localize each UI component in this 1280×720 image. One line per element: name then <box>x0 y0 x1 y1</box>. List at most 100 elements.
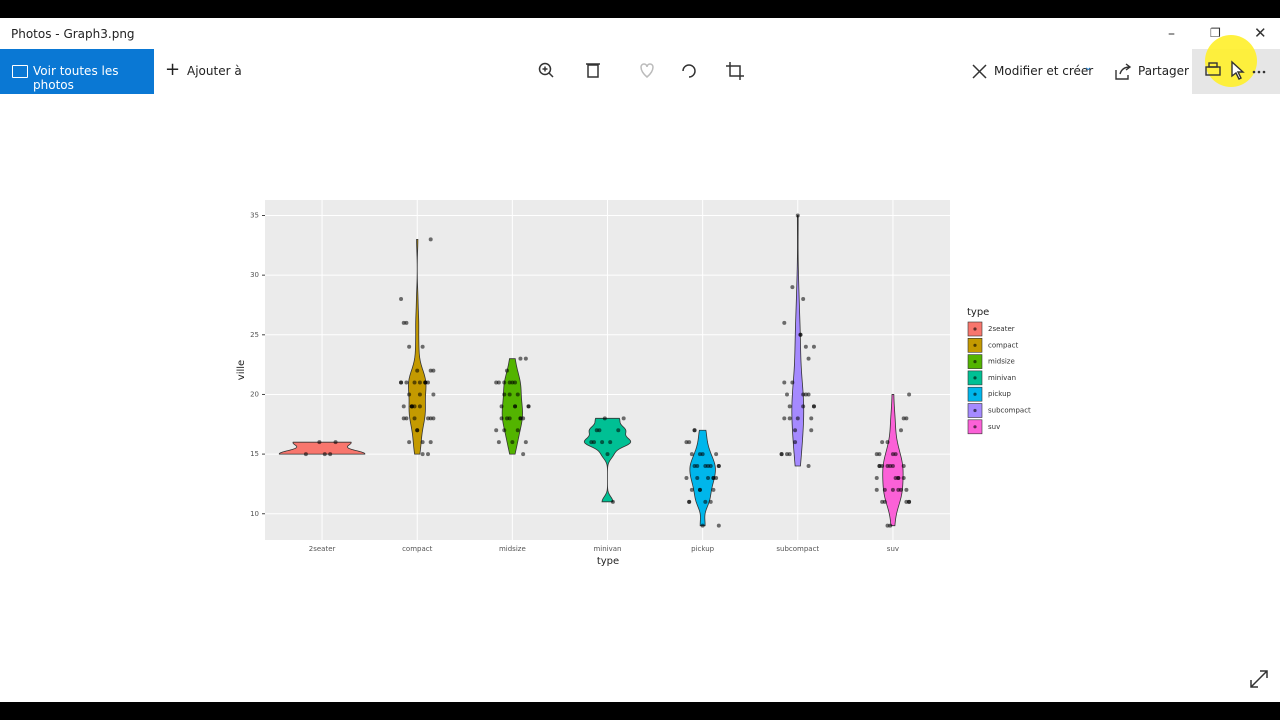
point <box>806 356 811 361</box>
legend-dot <box>973 360 977 364</box>
point <box>798 332 803 337</box>
photos-window: Photos - Graph3.png – ❐ ✕ Voir toutes le… <box>0 18 1280 702</box>
share-button[interactable]: Partager <box>1138 64 1189 78</box>
fullscreen-button[interactable] <box>1248 668 1270 690</box>
zoom-button[interactable] <box>538 62 554 78</box>
point <box>706 475 711 480</box>
legend-dot <box>973 343 977 347</box>
point <box>787 404 792 409</box>
point <box>502 380 507 385</box>
point <box>716 464 721 469</box>
point <box>328 452 333 457</box>
point <box>888 523 893 528</box>
x-tick-label: suv <box>887 545 899 553</box>
point <box>896 475 901 480</box>
delete-button[interactable] <box>586 63 600 78</box>
point <box>901 475 906 480</box>
point <box>415 368 420 373</box>
view-all-label: Voir toutes les photos <box>33 64 119 92</box>
window-title: Photos - Graph3.png <box>11 27 135 41</box>
point <box>801 392 806 397</box>
point <box>507 416 512 421</box>
y-axis-label: ville <box>236 360 247 380</box>
point <box>687 440 692 445</box>
x-tick-label: pickup <box>691 545 715 553</box>
point <box>521 452 526 457</box>
point <box>317 440 322 445</box>
plus-icon: + <box>165 59 181 80</box>
point <box>589 440 594 445</box>
photos-icon <box>12 65 28 78</box>
x-tick-label: minivan <box>593 545 621 553</box>
violin <box>882 394 904 527</box>
rotate-button[interactable] <box>682 64 696 78</box>
legend-dot <box>973 392 977 396</box>
legend-title: type <box>967 307 989 318</box>
point <box>907 499 912 504</box>
point <box>806 464 811 469</box>
point <box>700 523 705 528</box>
more-button[interactable] <box>1252 70 1266 74</box>
point <box>518 416 523 421</box>
point <box>526 404 531 409</box>
close-button[interactable]: ✕ <box>1254 24 1267 42</box>
favorite-button[interactable] <box>640 63 654 78</box>
view-all-button[interactable]: Voir toutes les photos <box>0 49 154 94</box>
point <box>714 452 719 457</box>
edit-create-button[interactable]: Modifier et créer <box>994 64 1094 78</box>
point <box>420 452 425 457</box>
point <box>322 452 327 457</box>
point <box>515 428 520 433</box>
share-icon <box>1115 63 1132 80</box>
point <box>782 380 787 385</box>
point <box>907 392 912 397</box>
legend-dot <box>973 408 977 413</box>
dropdown-arrow: ⌄ <box>1084 62 1093 73</box>
point <box>407 392 412 397</box>
y-tick-label: 20 <box>250 390 259 398</box>
point <box>874 475 879 480</box>
point <box>412 380 417 385</box>
point <box>795 416 800 421</box>
x-axis-label: type <box>597 556 619 567</box>
point <box>801 404 806 409</box>
y-tick-label: 35 <box>250 212 259 220</box>
minimize-button[interactable]: – <box>1168 26 1175 42</box>
point <box>594 428 599 433</box>
add-to-button[interactable]: Ajouter à <box>187 64 242 78</box>
y-tick-label: 30 <box>250 271 259 279</box>
point <box>507 380 512 385</box>
point <box>428 237 433 242</box>
y-tick-label: 25 <box>250 331 259 339</box>
point <box>431 416 436 421</box>
point <box>420 440 425 445</box>
point <box>790 380 795 385</box>
point <box>708 499 713 504</box>
restore-button[interactable]: ❐ <box>1210 26 1221 40</box>
point <box>890 452 895 457</box>
point <box>687 499 692 504</box>
point <box>404 416 409 421</box>
legend-label: midsize <box>988 358 1015 366</box>
point <box>782 320 787 325</box>
point <box>809 428 814 433</box>
x-tick-label: 2seater <box>309 545 336 553</box>
point <box>510 440 515 445</box>
point <box>811 344 816 349</box>
crop-button[interactable] <box>726 62 744 80</box>
legend-label: compact <box>988 341 1019 349</box>
point <box>689 452 694 457</box>
point <box>885 464 890 469</box>
point <box>428 440 433 445</box>
cursor-highlight <box>1205 35 1257 87</box>
point <box>703 499 708 504</box>
point <box>401 404 406 409</box>
point <box>782 416 787 421</box>
point <box>404 380 409 385</box>
point <box>409 404 414 409</box>
point <box>417 404 422 409</box>
point <box>793 440 798 445</box>
point <box>695 464 700 469</box>
point <box>874 487 879 492</box>
